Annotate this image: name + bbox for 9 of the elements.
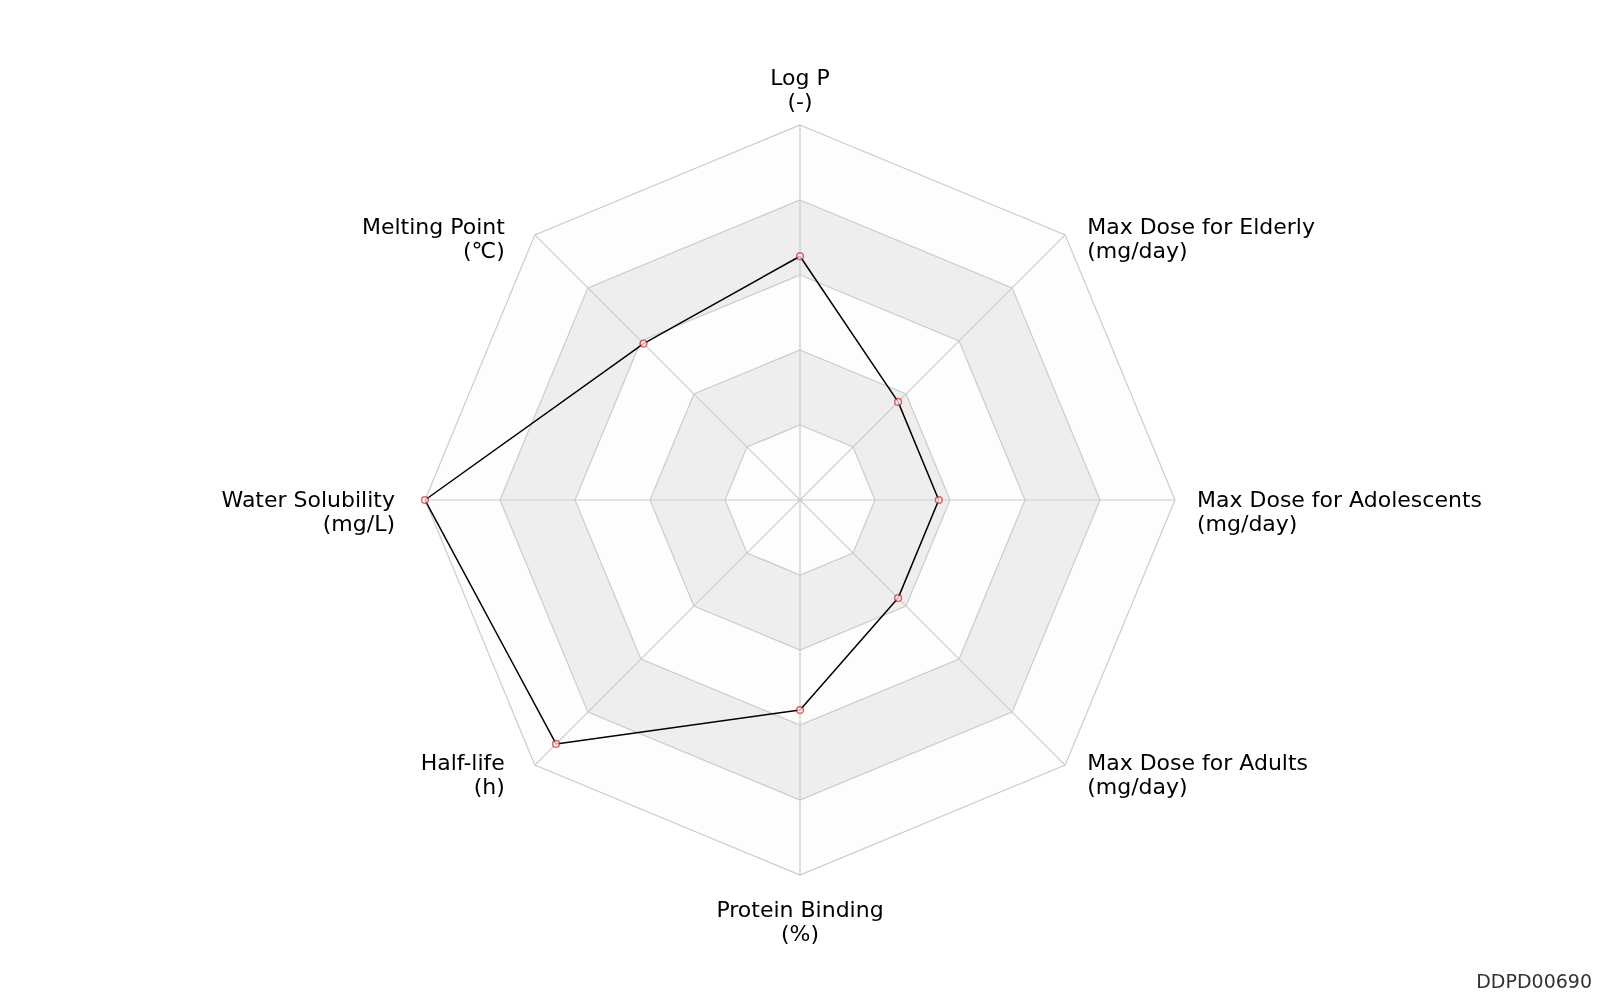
text: DDPD00690: [1476, 970, 1592, 992]
spoke-label: Log P (-): [770, 65, 830, 114]
spoke-label: Protein Binding (%): [716, 897, 884, 946]
spoke-label: Half-life (h): [420, 750, 505, 800]
spoke-label: Melting Point (℃): [361, 213, 506, 263]
spoke-label: Max Dose for Adults (mg/day): [1087, 750, 1309, 800]
spoke-label: Max Dose for Adolescents (mg/day): [1197, 487, 1482, 536]
spoke-label: Max Dose for Elderly (mg/day): [1087, 213, 1315, 263]
spoke-label: Water Solubility (mg/L): [221, 487, 395, 536]
